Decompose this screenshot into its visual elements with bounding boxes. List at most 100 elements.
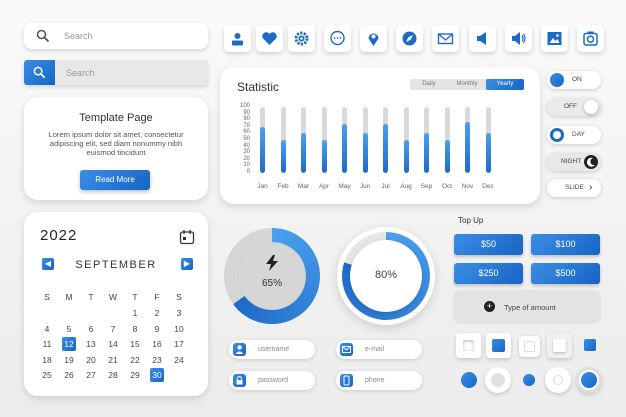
next-month-button[interactable]: ▶ (181, 258, 193, 270)
toggle-knob (584, 100, 598, 114)
lightning-icon (266, 255, 278, 271)
email-field[interactable]: e-mail (336, 340, 422, 359)
toggle-slide[interactable]: SLIDE › (547, 179, 601, 197)
toggle-knob (550, 73, 564, 87)
calendar-day[interactable]: 13 (86, 339, 96, 349)
bar (362, 133, 368, 173)
checkbox-checked[interactable] (578, 333, 603, 358)
calendar-day[interactable]: 10 (174, 323, 184, 334)
calendar-day[interactable]: 18 (42, 354, 52, 365)
radio[interactable] (545, 367, 571, 393)
heart-button[interactable] (256, 25, 283, 52)
x-tick-label: Jan (257, 183, 268, 190)
search-button[interactable] (24, 60, 55, 85)
checkbox[interactable] (519, 336, 540, 357)
amount-button[interactable]: $100 (531, 234, 600, 255)
calendar-day[interactable]: 23 (152, 354, 162, 365)
calendar-day[interactable]: 20 (86, 354, 96, 365)
phone-field[interactable]: phone (336, 371, 422, 390)
calendar-day[interactable]: 1 (132, 308, 138, 318)
image-button[interactable] (541, 25, 568, 52)
x-tick-label: Dec (482, 183, 494, 190)
x-tick-label: Nov (461, 183, 474, 190)
tab-yearly[interactable]: Yearly (486, 79, 524, 90)
location-pin-button[interactable] (360, 25, 387, 52)
calendar-day[interactable]: 24 (174, 354, 184, 365)
calendar-day[interactable]: 30 (150, 368, 164, 382)
bar (301, 133, 306, 173)
gear-button[interactable] (288, 25, 315, 52)
plus-icon: + (484, 301, 495, 312)
calendar-day[interactable]: 19 (64, 354, 74, 365)
checkbox[interactable] (456, 333, 481, 358)
amount-button[interactable]: $500 (531, 263, 600, 284)
tab-monthly[interactable]: Monthly (456, 81, 478, 87)
amount-button[interactable]: $250 (454, 263, 523, 284)
calendar-day[interactable]: 9 (154, 323, 160, 334)
calendar-day[interactable]: 16 (152, 339, 162, 349)
calendar-day[interactable]: 28 (108, 370, 118, 380)
calendar-day[interactable]: 8 (132, 323, 138, 334)
prev-month-button[interactable]: ◀ (42, 258, 54, 270)
calendar-day[interactable]: 6 (88, 323, 94, 334)
calendar-day[interactable]: 3 (176, 308, 182, 318)
calendar-day[interactable]: 17 (174, 339, 184, 349)
calendar-day[interactable]: 15 (130, 339, 140, 349)
statistic-title: Statistic (237, 80, 280, 94)
calendar-day[interactable]: 11 (42, 339, 52, 349)
speaker-button[interactable] (505, 25, 532, 52)
bar-track (485, 107, 491, 173)
password-placeholder: password (258, 377, 288, 384)
x-tick-label: Oct (441, 183, 453, 190)
toggle-night[interactable]: NIGHT (547, 153, 601, 171)
bar-track (260, 107, 265, 173)
radio-selected[interactable] (576, 367, 602, 393)
weekday-label: M (65, 292, 73, 302)
calendar-day[interactable]: 4 (44, 323, 50, 334)
search-bar-filled[interactable]: Search (24, 60, 208, 85)
calendar-day[interactable]: 25 (42, 370, 52, 380)
volume-button[interactable] (469, 25, 496, 52)
radio[interactable] (485, 367, 511, 393)
progress-ring-65: 65% (224, 228, 320, 324)
calendar-day[interactable]: 7 (110, 323, 116, 334)
progress-label: 65% (261, 278, 282, 289)
calendar-day[interactable]: 27 (86, 370, 96, 380)
custom-amount-button[interactable]: + Type of amount (453, 290, 601, 324)
radio-selected[interactable] (516, 367, 542, 393)
tab-daily[interactable]: Daily (422, 81, 436, 87)
calendar-day[interactable]: 29 (130, 370, 140, 380)
bar (444, 140, 450, 173)
compass-button[interactable] (396, 25, 423, 52)
y-tick-label: 10 (243, 162, 250, 169)
toggle-off[interactable]: OFF (547, 98, 601, 116)
user-button[interactable] (224, 25, 251, 52)
calendar-day[interactable]: 21 (108, 354, 118, 365)
amount-button[interactable]: $50 (454, 234, 523, 255)
calendar-icon[interactable] (179, 229, 195, 245)
camera-button[interactable] (577, 25, 604, 52)
calendar-day[interactable]: 12 (62, 337, 76, 351)
radio-selected[interactable] (456, 367, 482, 393)
chat-button[interactable] (324, 25, 351, 52)
bar (383, 123, 388, 173)
calendar-day[interactable]: 14 (108, 339, 118, 349)
mail-icon (437, 33, 454, 45)
toggle-day[interactable]: DAY (547, 126, 601, 144)
read-more-button[interactable]: Read More (80, 170, 150, 190)
mail-button[interactable] (432, 25, 459, 52)
password-field[interactable]: password (229, 371, 315, 390)
username-field[interactable]: username (229, 340, 315, 359)
calendar-day[interactable]: 26 (64, 370, 74, 380)
gear-icon (294, 31, 309, 46)
toggle-on[interactable]: ON (547, 71, 601, 89)
calendar-day[interactable]: 2 (154, 308, 160, 318)
search-bar[interactable]: Search (24, 23, 208, 49)
checkbox-checked[interactable] (486, 333, 511, 358)
checkbox[interactable] (547, 333, 572, 358)
x-tick-label: Jul (381, 183, 390, 190)
bar (260, 126, 265, 173)
calendar-day[interactable]: 22 (130, 354, 140, 365)
calendar-day[interactable]: 5 (66, 323, 72, 334)
topup-title: Top Up (458, 216, 484, 225)
